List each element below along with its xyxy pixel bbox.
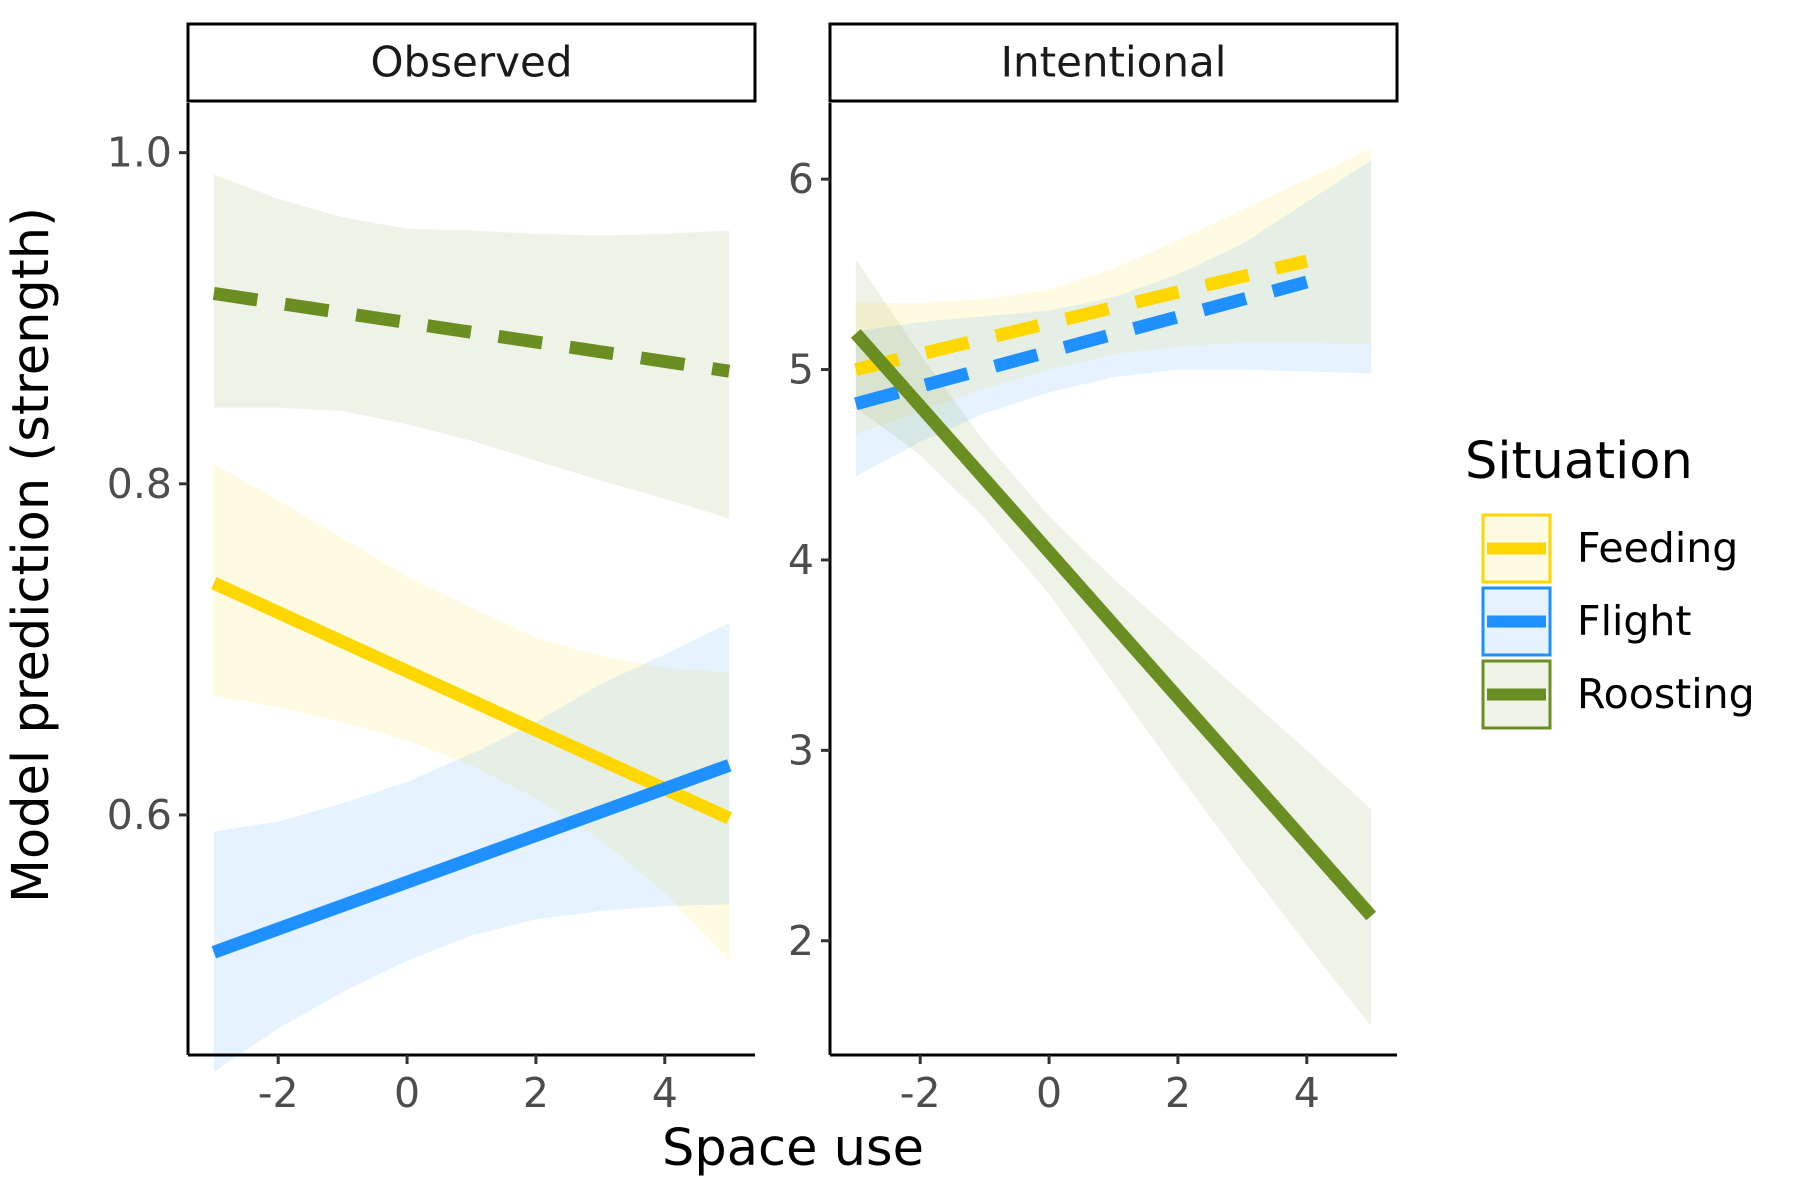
legend: Situation Feeding Flight Roosting [1465, 432, 1755, 730]
panel-observed: Observed -2 0 2 4 0.6 0.8 1.0 [107, 22, 757, 1117]
y-tick-label: 3 [788, 726, 814, 774]
y-tick-label: 6 [788, 155, 814, 203]
line-flight [211, 759, 732, 959]
y-tick-label: 0.6 [107, 791, 172, 839]
line-roosting [850, 329, 1377, 921]
legend-item-flight: Flight [1481, 586, 1691, 657]
y-tick-label: 1.0 [107, 129, 172, 177]
legend-label: Flight [1577, 597, 1691, 645]
y-tick-label: 4 [788, 536, 814, 584]
line-flight [854, 275, 1309, 411]
y-tick-label: 5 [788, 346, 814, 394]
ribbon-flight [213, 622, 730, 1072]
legend-item-feeding: Feeding [1481, 513, 1738, 584]
legend-label: Feeding [1577, 524, 1738, 572]
panel-strip-label: Observed [370, 38, 572, 87]
x-tick-label: 4 [1294, 1069, 1320, 1117]
chart-panels: Observed -2 0 2 4 0.6 0.8 1.0 Intentional -2 0 2 4 2 3… [107, 22, 1399, 1117]
ribbon-roosting [213, 174, 730, 519]
x-tick-label: 2 [1165, 1069, 1191, 1117]
x-tick-label: 4 [652, 1069, 678, 1117]
y-axis-title: Model prediction (strength) [2, 207, 61, 903]
y-tick-label: 0.8 [107, 460, 172, 508]
panel-strip-label: Intentional [1001, 38, 1227, 87]
line-feeding [211, 577, 732, 825]
ribbon-feeding [213, 463, 730, 961]
y-tick-label: 2 [788, 917, 814, 965]
line-roosting [212, 286, 731, 378]
legend-item-roosting: Roosting [1481, 659, 1755, 730]
ribbon-flight [855, 160, 1372, 477]
x-tick-label: 0 [1036, 1069, 1062, 1117]
x-tick-label: -2 [258, 1069, 299, 1117]
x-tick-label: 0 [394, 1069, 420, 1117]
panel-intentional: Intentional -2 0 2 4 2 3 4 5 6 [788, 22, 1399, 1117]
legend-title: Situation [1465, 432, 1693, 491]
panel-strip [828, 22, 1399, 103]
x-axis-title: Space use [662, 1119, 924, 1178]
line-feeding [854, 254, 1309, 376]
x-tick-label: -2 [900, 1069, 941, 1117]
panel-strip [186, 22, 757, 103]
ribbon-roosting [855, 259, 1372, 1027]
ribbon-feeding [855, 148, 1372, 435]
x-tick-label: 2 [523, 1069, 549, 1117]
legend-label: Roosting [1577, 670, 1755, 718]
